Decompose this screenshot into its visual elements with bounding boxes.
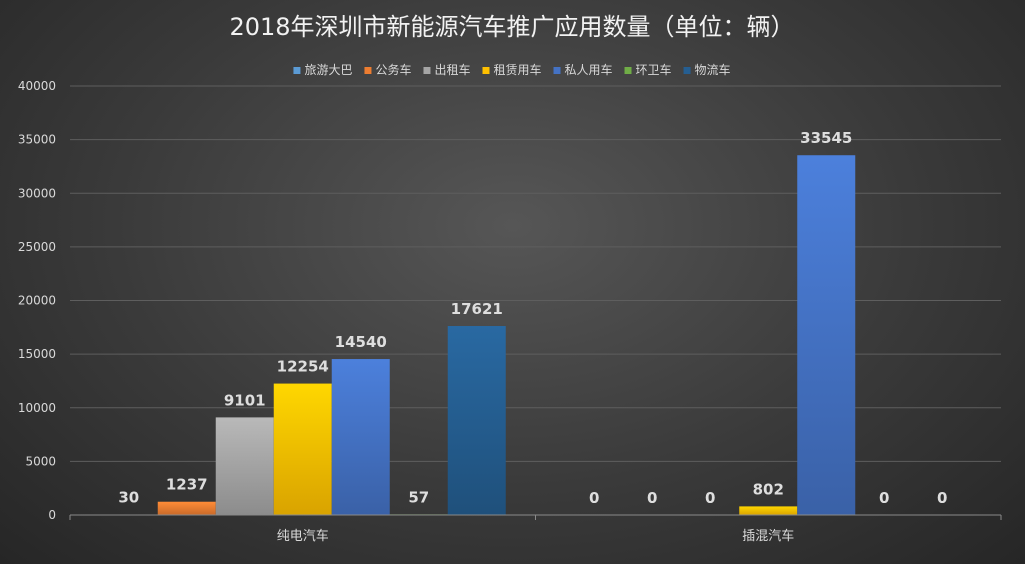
y-tick-label: 20000 xyxy=(18,294,56,308)
y-tick-label: 40000 xyxy=(18,79,56,93)
data-label: 0 xyxy=(937,489,947,507)
legend-label: 私人用车 xyxy=(565,62,613,77)
x-category-label: 插混汽车 xyxy=(742,528,794,544)
legend-label: 物流车 xyxy=(695,62,731,77)
legend-swatch xyxy=(364,67,372,74)
data-label: 0 xyxy=(879,489,889,507)
legend-swatch xyxy=(293,67,301,74)
legend-swatch xyxy=(683,67,691,74)
y-tick-label: 30000 xyxy=(18,186,56,200)
y-tick-label: 25000 xyxy=(18,240,56,254)
data-label: 57 xyxy=(408,488,429,506)
bar xyxy=(215,417,274,515)
data-label: 14540 xyxy=(335,333,387,351)
x-category-label: 纯电汽车 xyxy=(277,528,329,544)
legend-label: 出租车 xyxy=(434,62,470,77)
data-labels: 30 1237 9101 12254 14540 57 17621 0 0 0 802 33545 0 0 xyxy=(118,129,947,507)
legend-label: 公务车 xyxy=(375,62,411,77)
x-axis: 纯电汽车 插混汽车 xyxy=(69,514,1002,544)
legend: 旅游大巴 公务车 出租车 租赁用车 私人用车 环卫车 物流车 xyxy=(293,62,731,77)
legend-swatch xyxy=(423,67,431,74)
data-label: 33545 xyxy=(800,129,852,147)
bar xyxy=(739,506,798,515)
y-tick-label: 10000 xyxy=(18,401,56,415)
data-label: 0 xyxy=(705,489,715,507)
data-label: 30 xyxy=(118,489,139,507)
bar xyxy=(447,326,506,515)
y-tick-label: 15000 xyxy=(18,347,56,361)
data-label: 0 xyxy=(589,489,599,507)
chart-title: 2018年深圳市新能源汽车推广应用数量（单位：辆） xyxy=(229,13,794,41)
bars xyxy=(99,155,856,516)
data-label: 0 xyxy=(647,489,657,507)
legend-label: 租赁用车 xyxy=(493,62,541,77)
data-label: 9101 xyxy=(224,391,266,409)
data-label: 17621 xyxy=(451,300,503,318)
bar xyxy=(157,501,216,515)
bar xyxy=(331,359,390,515)
data-label: 802 xyxy=(753,480,784,498)
legend-label: 旅游大巴 xyxy=(304,63,352,77)
bar xyxy=(273,383,332,515)
y-axis: 0 5000 10000 15000 20000 25000 30000 35000 40000 xyxy=(18,79,56,522)
bar xyxy=(797,155,856,516)
y-tick-label: 5000 xyxy=(25,454,56,468)
legend-label: 环卫车 xyxy=(636,62,672,77)
legend-swatch xyxy=(482,67,490,74)
legend-swatch xyxy=(624,67,632,74)
gridlines xyxy=(70,85,1001,462)
data-label: 1237 xyxy=(166,476,208,494)
legend-swatch xyxy=(553,67,561,74)
y-tick-label: 35000 xyxy=(18,133,56,147)
data-label: 12254 xyxy=(277,358,329,376)
y-tick-label: 0 xyxy=(48,508,56,522)
